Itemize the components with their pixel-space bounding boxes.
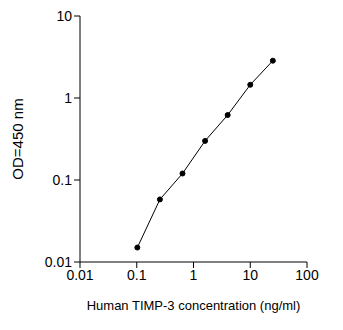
svg-text:100: 100 [295,267,319,283]
svg-text:1: 1 [190,267,198,283]
svg-text:10: 10 [242,267,258,283]
svg-text:0.1: 0.1 [127,267,147,283]
svg-text:OD=450 nm: OD=450 nm [9,98,26,179]
svg-text:10: 10 [56,8,72,24]
svg-text:1: 1 [64,90,72,106]
svg-text:0.01: 0.01 [66,266,94,283]
svg-text:0.1: 0.1 [53,172,73,188]
svg-text:Human TIMP-3 concentration (ng: Human TIMP-3 concentration (ng/ml) [87,298,301,313]
svg-text:0.01: 0.01 [45,254,72,270]
